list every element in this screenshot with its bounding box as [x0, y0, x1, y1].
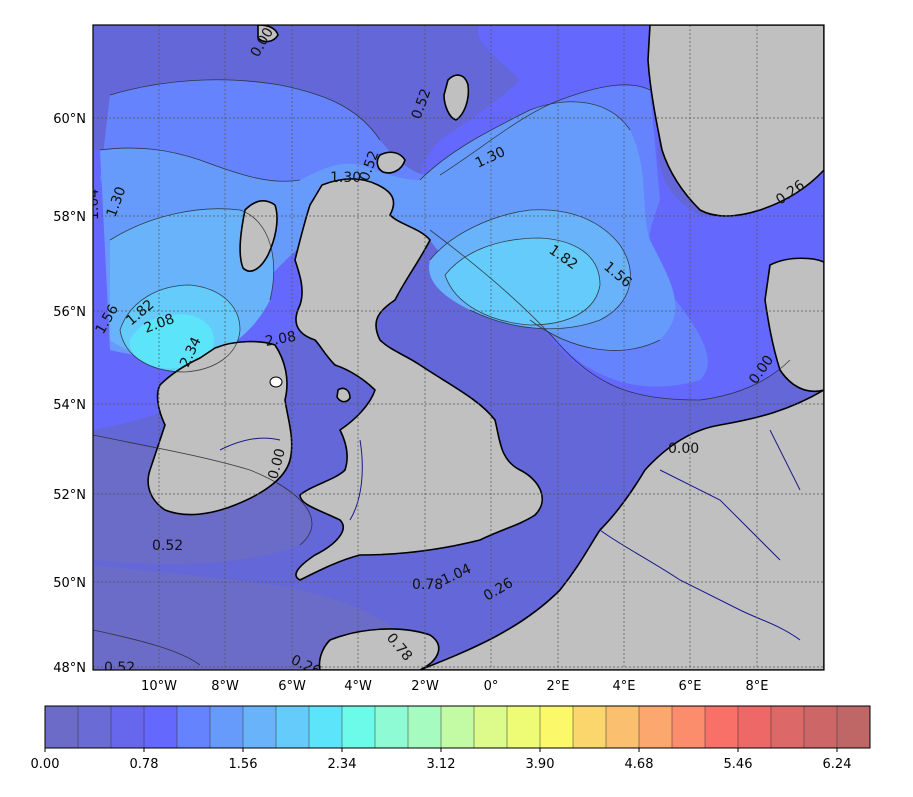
- contour-label: 1.04: [86, 189, 102, 220]
- colorbar-bin: [111, 706, 145, 748]
- land-hebrides: [239, 200, 278, 272]
- lat-tick-label: 54°N: [53, 398, 86, 413]
- colorbar-tick-label: 4.68: [625, 757, 654, 772]
- lon-tick-label: 6°E: [679, 679, 702, 694]
- colorbar-bin: [837, 706, 871, 748]
- colorbar-bin: [672, 706, 706, 748]
- colorbar-tick-label: 1.56: [229, 757, 258, 772]
- contour-label: 2.08: [264, 329, 297, 350]
- country-borders: [219, 429, 801, 641]
- contour-label: 0.00: [668, 441, 699, 457]
- latitude-axis: 60°N 58°N 56°N 54°N 52°N 50°N 48°N: [53, 112, 86, 676]
- lat-tick-label: 56°N: [53, 305, 86, 320]
- lon-tick-label: 4°W: [344, 679, 372, 694]
- sea-band-5: [120, 238, 600, 372]
- colorbar-tick-label: 5.46: [724, 757, 753, 772]
- map-plot-area: 0.26 0.52 0.78 1.04 1.30 1.56 1.82 2.08 …: [86, 25, 824, 676]
- colorbar-tick-label: 2.34: [328, 757, 357, 772]
- land-shetland: [443, 74, 470, 121]
- lon-tick-label: 8°E: [746, 679, 769, 694]
- colorbar-tick-label: 0.00: [31, 757, 60, 772]
- lat-tick-label: 52°N: [53, 488, 86, 503]
- land-orkney: [376, 151, 406, 174]
- colorbar-bin: [210, 706, 244, 748]
- colorbar-bin: [441, 706, 475, 748]
- lon-tick-label: 0°: [484, 679, 499, 694]
- colorbar-ticks: 0.00 0.78 1.56 2.34 3.12 3.90 4.68 5.46 6.24: [31, 748, 852, 772]
- lon-tick-label: 6°W: [278, 679, 306, 694]
- lon-tick-label: 4°E: [613, 679, 636, 694]
- colorbar-bin: [738, 706, 772, 748]
- land-ireland: [147, 340, 293, 516]
- colorbar-tick-label: 3.90: [526, 757, 555, 772]
- colorbar-bin: [606, 706, 640, 748]
- colorbar-tick-label: 0.78: [130, 757, 159, 772]
- land-great-britain: [294, 178, 544, 581]
- contour-label: 0.00: [265, 447, 289, 481]
- lat-tick-label: 60°N: [53, 112, 86, 127]
- colorbar-bin: [507, 706, 541, 748]
- colorbar-tick-label: 3.12: [427, 757, 456, 772]
- colorbar-bin: [45, 706, 79, 748]
- land-denmark: [764, 257, 824, 392]
- land-faroe: [257, 25, 279, 43]
- colorbar-bin: [243, 706, 277, 748]
- land-isle-of-man: [336, 387, 351, 403]
- land-continent: [419, 389, 824, 670]
- lon-tick-label: 10°W: [141, 679, 177, 694]
- map-frame: [92, 24, 825, 671]
- colorbar-bin: [144, 706, 178, 748]
- colorbar-bin: [474, 706, 508, 748]
- colorbar-bin: [342, 706, 376, 748]
- lat-tick-label: 48°N: [53, 661, 86, 676]
- lon-tick-label: 2°E: [547, 679, 570, 694]
- contour-label: 0.78: [412, 577, 443, 593]
- colorbar-bin: [771, 706, 805, 748]
- contour-label: 0.52: [104, 660, 135, 676]
- lon-tick-label: 8°W: [211, 679, 239, 694]
- lat-tick-label: 58°N: [53, 210, 86, 225]
- colorbar-bin: [705, 706, 739, 748]
- colorbar-bin: [276, 706, 310, 748]
- colorbar-bin: [573, 706, 607, 748]
- landmasses: [147, 25, 824, 670]
- lough-neagh: [269, 376, 283, 388]
- lon-tick-label: 2°W: [411, 679, 439, 694]
- contour-label: 1.30: [330, 170, 361, 186]
- sea-band-6: [129, 314, 214, 369]
- longitude-axis: 10°W 8°W 6°W 4°W 2°W 0° 2°E 4°E 6°E 8°E: [141, 679, 768, 694]
- colorbar-bins: [45, 706, 871, 748]
- colorbar-bin: [540, 706, 574, 748]
- colorbar: 0.00 0.78 1.56 2.34 3.12 3.90 4.68 5.46 6.24: [31, 705, 871, 772]
- colorbar-tick-label: 6.24: [823, 757, 852, 772]
- contour-lines: [93, 79, 791, 666]
- colorbar-bin: [177, 706, 211, 748]
- graticule: [93, 25, 824, 670]
- colorbar-bin: [78, 706, 112, 748]
- lat-tick-label: 50°N: [53, 576, 86, 591]
- colorbar-bin: [375, 706, 409, 748]
- colorbar-bin: [408, 706, 442, 748]
- colorbar-bin: [639, 706, 673, 748]
- colorbar-bin: [804, 706, 838, 748]
- land-brittany: [318, 628, 440, 670]
- colorbar-frame: [44, 705, 871, 749]
- colorbar-bin: [309, 706, 343, 748]
- land-scandinavia: [647, 25, 824, 217]
- contour-label: 0.52: [152, 538, 183, 554]
